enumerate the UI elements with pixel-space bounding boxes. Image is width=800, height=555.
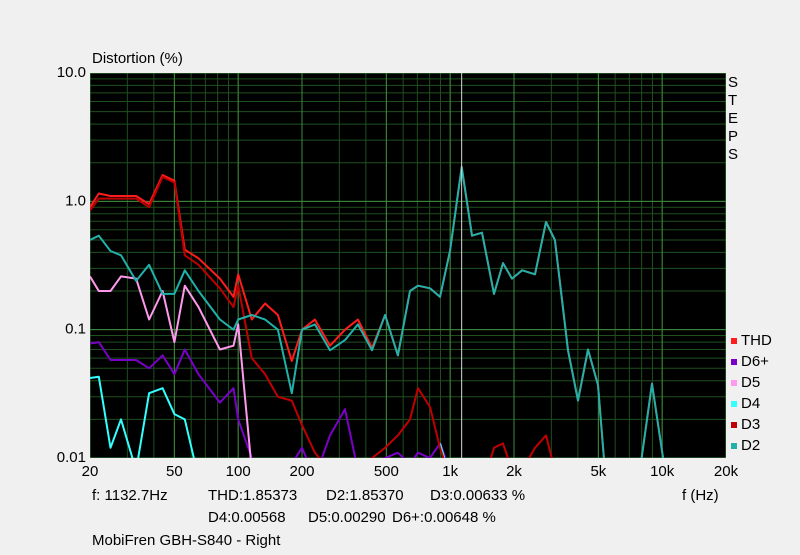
legend-swatch [731,380,737,386]
legend-swatch [731,338,737,344]
legend-swatch [731,401,737,407]
side-label: S [728,74,738,91]
x-tick-label: 50 [166,463,183,480]
series-line [90,341,447,458]
readout-text: f: 1132.7Hz [92,487,168,504]
readout-text: D2:1.85370 [326,487,404,504]
y-tick-label: 1.0 [65,192,86,209]
x-tick-label: 5k [590,463,606,480]
x-tick-label: 1k [442,463,458,480]
legend-label: D5 [741,374,760,391]
x-tick-label: 20k [714,463,739,480]
x-tick-label: 2k [506,463,522,480]
series-line [90,166,665,458]
side-label: E [728,110,738,127]
x-axis-label: f (Hz) [682,487,719,504]
grid [90,73,726,458]
legend-label: THD [741,332,772,349]
series-lines [90,166,665,458]
side-label: P [728,128,738,145]
x-tick-label: 20 [82,463,99,480]
readout-text: D5:0.00290 [308,509,386,526]
readout-text: THD:1.85373 [208,487,297,504]
x-tick-label: 500 [374,463,399,480]
readout-text: D6+:0.00648 % [392,509,496,526]
x-tick-label: 10k [650,463,675,480]
series-line [90,175,553,458]
plot-area [90,73,726,458]
chart-title: Distortion (%) [92,50,183,67]
series-line [90,275,252,458]
side-label: S [728,146,738,163]
y-tick-label: 0.01 [57,449,86,466]
legend-label: D3 [741,416,760,433]
readout-text: D3:0.00633 % [430,487,525,504]
side-label: T [728,92,737,109]
legend-swatch [731,359,737,365]
x-tick-label: 100 [226,463,251,480]
legend-label: D4 [741,395,760,412]
x-tick-label: 200 [289,463,314,480]
legend-swatch [731,443,737,449]
readout-text: D4:0.00568 [208,509,286,526]
legend-swatch [731,422,737,428]
y-tick-label: 0.1 [65,321,86,338]
legend-label: D2 [741,437,760,454]
footer: MobiFren GBH-S840 - Right [92,532,281,549]
y-tick-label: 10.0 [57,64,86,81]
legend-label: D6+ [741,353,769,370]
